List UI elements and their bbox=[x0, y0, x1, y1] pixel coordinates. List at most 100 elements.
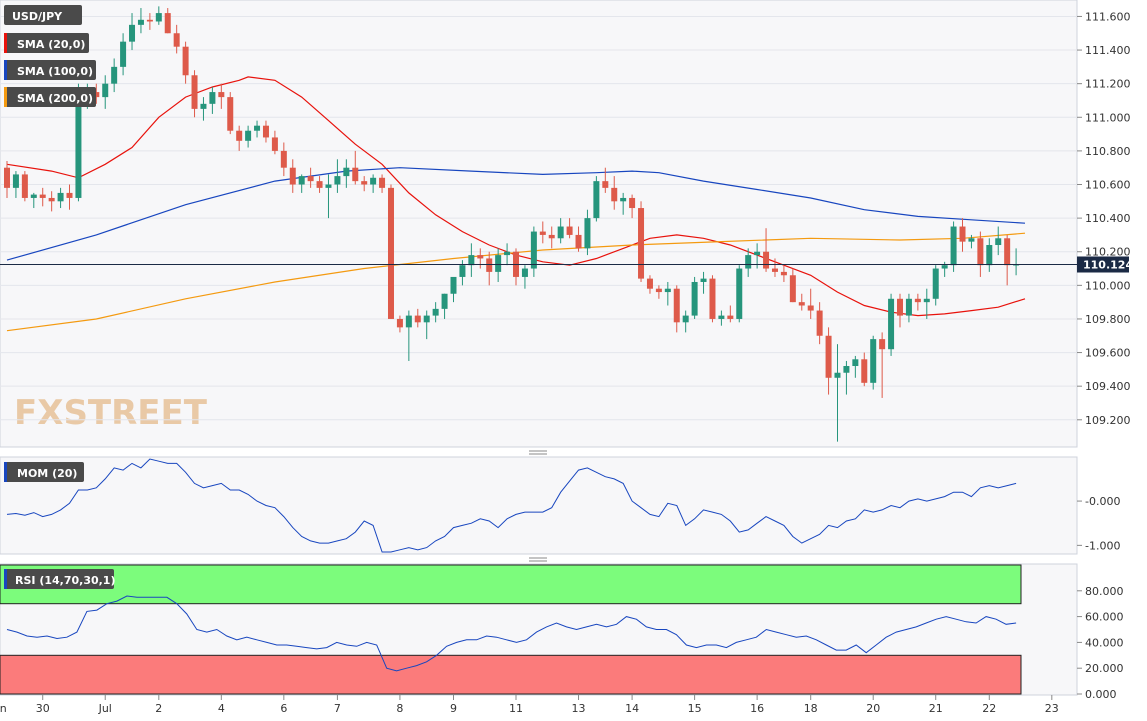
legend-sma-200[interactable]: SMA (200,0) bbox=[4, 87, 96, 107]
candle-body bbox=[450, 276, 457, 294]
candle-body bbox=[262, 125, 269, 138]
time-tick-label: Jun bbox=[0, 702, 7, 715]
candle-body bbox=[521, 268, 528, 277]
candle-body bbox=[271, 137, 278, 151]
time-tick-label: 22 bbox=[982, 702, 996, 715]
candle-body bbox=[646, 278, 653, 289]
candle-body bbox=[923, 298, 930, 303]
time-tick-label: 16 bbox=[750, 702, 764, 715]
candle-body bbox=[57, 192, 64, 202]
candle-body bbox=[48, 197, 55, 202]
price-tick-label: 110.000 bbox=[1085, 279, 1131, 292]
rsi-axis: 80.000 60.000 40.000 20.000 0.000 bbox=[1077, 585, 1124, 701]
price-tick-label: 110.800 bbox=[1085, 145, 1131, 158]
candle-body bbox=[370, 177, 377, 185]
candle-body bbox=[861, 359, 868, 383]
candle-body bbox=[691, 281, 698, 316]
candle-body bbox=[227, 97, 234, 131]
price-tick-label: 110.400 bbox=[1085, 212, 1131, 225]
candle-body bbox=[798, 302, 805, 306]
rsi-tick-label: 40.000 bbox=[1085, 636, 1124, 649]
price-axis: 111.600 111.400 111.200 111.000 110.800 110.6… bbox=[1077, 10, 1131, 427]
candle-body bbox=[754, 251, 761, 256]
time-tick-label: 14 bbox=[625, 702, 639, 715]
candle-body bbox=[700, 278, 707, 282]
time-tick-label: 21 bbox=[929, 702, 943, 715]
price-tick-label: 111.200 bbox=[1085, 78, 1131, 91]
candle-body bbox=[1004, 238, 1011, 266]
momentum-axis: -0.000 -1.000 bbox=[1077, 495, 1120, 552]
price-tick-label: 109.800 bbox=[1085, 313, 1131, 326]
time-tick-label: 7 bbox=[334, 702, 341, 715]
candle-body bbox=[950, 226, 957, 266]
candle-body bbox=[780, 271, 787, 276]
candle-body bbox=[530, 231, 537, 269]
candle-body bbox=[941, 265, 948, 269]
candle-body bbox=[361, 181, 368, 185]
candle-body bbox=[137, 19, 144, 25]
candle-body bbox=[93, 92, 100, 98]
candle-body bbox=[495, 255, 502, 272]
legend-sma-20[interactable]: SMA (20,0) bbox=[4, 33, 89, 53]
pane-resize-handle-1[interactable] bbox=[529, 450, 547, 455]
candle-body bbox=[102, 83, 109, 98]
watermark-logo: FXSTREET bbox=[14, 393, 208, 433]
candle-body bbox=[995, 238, 1002, 246]
candle-body bbox=[325, 184, 332, 188]
legend-sma-100[interactable]: SMA (100,0) bbox=[4, 60, 96, 80]
candle-body bbox=[66, 192, 73, 198]
candle-body bbox=[12, 174, 19, 188]
candle-body bbox=[736, 268, 743, 319]
price-pane-background bbox=[0, 0, 1078, 448]
legend-mom[interactable]: MOM (20) bbox=[4, 462, 84, 482]
candle-body bbox=[30, 194, 37, 198]
candle-body bbox=[977, 238, 984, 266]
pane-resize-handle-2[interactable] bbox=[529, 557, 547, 562]
candle-body bbox=[39, 194, 46, 198]
candle-body bbox=[593, 181, 600, 219]
price-gridlines bbox=[0, 15, 1077, 421]
time-tick-label: 11 bbox=[509, 702, 523, 715]
rsi-tick-label: 80.000 bbox=[1085, 585, 1124, 598]
candle-body bbox=[959, 226, 966, 242]
sma-20-label: SMA (20,0) bbox=[17, 38, 85, 51]
candle-body bbox=[638, 208, 645, 279]
candle-body bbox=[825, 335, 832, 378]
time-tick-label: 8 bbox=[396, 702, 403, 715]
candle-body bbox=[888, 298, 895, 350]
candle-body bbox=[673, 288, 680, 323]
candle-body bbox=[396, 318, 403, 328]
candle-body bbox=[441, 293, 448, 309]
sma-line bbox=[6, 232, 1026, 332]
time-tick-label: 13 bbox=[572, 702, 586, 715]
candle-body bbox=[879, 339, 886, 350]
price-tick-label: 109.600 bbox=[1085, 347, 1131, 360]
time-tick-label: 2 bbox=[155, 702, 162, 715]
candle-body bbox=[316, 181, 323, 188]
candle-body bbox=[539, 231, 546, 235]
rsi-oversold-band bbox=[0, 654, 1022, 695]
candle-body bbox=[664, 288, 671, 293]
price-tick-label: 111.400 bbox=[1085, 44, 1131, 57]
candle-body bbox=[414, 315, 421, 323]
time-tick-label: 4 bbox=[218, 702, 225, 715]
candle-body bbox=[870, 339, 877, 383]
candles bbox=[4, 6, 1020, 442]
time-tick-label: 20 bbox=[866, 702, 880, 715]
price-tick-label: 110.200 bbox=[1085, 246, 1131, 259]
candle-body bbox=[352, 167, 359, 182]
candle-body bbox=[548, 234, 555, 239]
candle-body bbox=[905, 298, 912, 316]
candle-body bbox=[280, 150, 287, 168]
candle-body bbox=[307, 176, 314, 182]
legend-rsi[interactable]: RSI (14,70,30,1) bbox=[4, 569, 115, 589]
time-tick-label: 18 bbox=[804, 702, 818, 715]
candle-body bbox=[111, 66, 118, 84]
legend-symbol[interactable]: USD/JPY bbox=[4, 5, 82, 25]
rsi-tick-label: 20.000 bbox=[1085, 662, 1124, 675]
price-tick-label: 109.200 bbox=[1085, 414, 1131, 427]
time-tick-label: 15 bbox=[688, 702, 702, 715]
time-tick-label: Jul bbox=[98, 702, 112, 715]
candle-body bbox=[575, 234, 582, 249]
price-tick-label: 109.400 bbox=[1085, 380, 1131, 393]
